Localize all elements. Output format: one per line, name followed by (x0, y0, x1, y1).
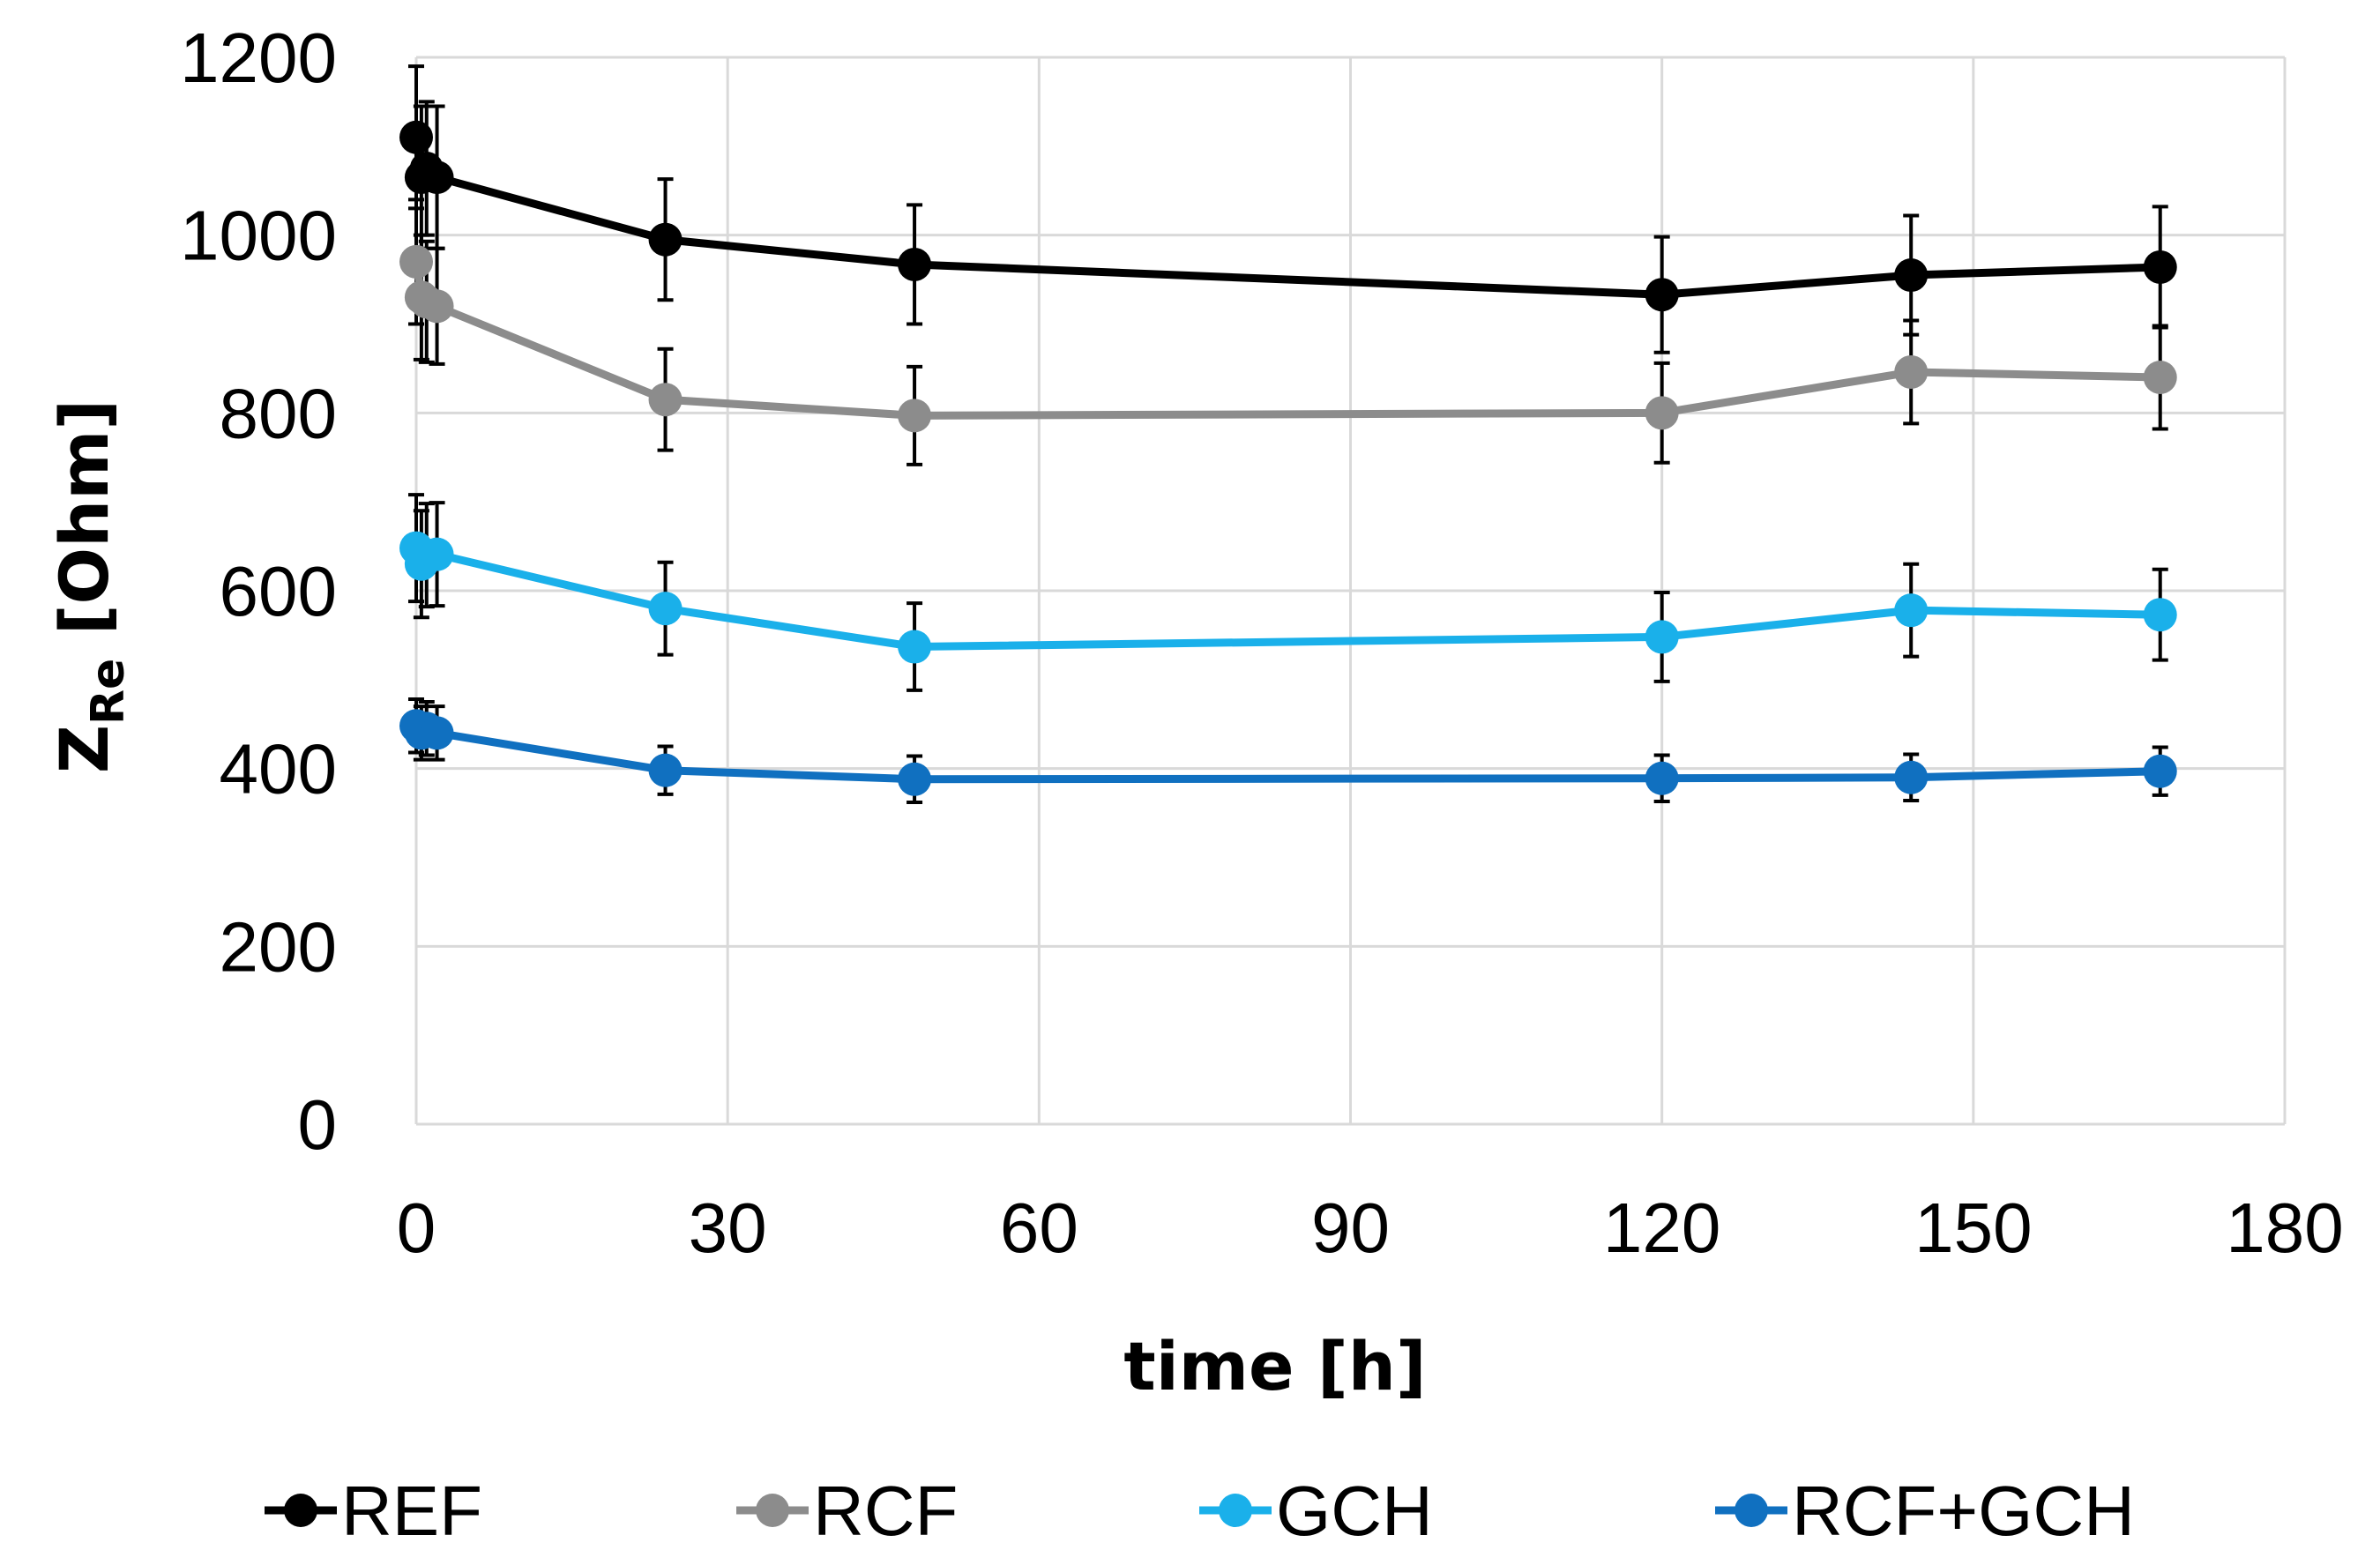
legend-item: RCF+GCH (1715, 1472, 2135, 1550)
legend-label: GCH (1276, 1472, 1433, 1550)
series-rcf-gch (399, 697, 2177, 804)
data-point (1645, 278, 1679, 312)
data-point (420, 160, 454, 195)
data-point (898, 762, 932, 796)
data-point (1894, 354, 1929, 389)
data-point (1645, 396, 1679, 430)
y-tick-label: 0 (298, 1085, 338, 1164)
grid (416, 56, 2287, 1124)
data-point (420, 537, 454, 571)
y-tick-label: 400 (220, 730, 337, 809)
legend-label: RCF (813, 1472, 958, 1550)
data-point (2143, 361, 2177, 394)
data-point (648, 592, 683, 626)
x-tick-label: 90 (1311, 1189, 1390, 1267)
legend-marker (756, 1494, 789, 1527)
x-tick-label: 180 (2226, 1189, 2343, 1267)
x-tick-label: 30 (689, 1189, 767, 1267)
data-point (1645, 761, 1679, 795)
data-point (399, 244, 433, 279)
data-point (2143, 250, 2177, 284)
legend-item: REF (265, 1472, 482, 1550)
legend-label: REF (341, 1472, 482, 1550)
y-tick-label: 600 (220, 552, 337, 630)
data-point (898, 630, 932, 664)
legend-marker (1735, 1494, 1768, 1527)
y-axis-title: ZRe [Ohm] (45, 399, 135, 773)
data-point (1645, 620, 1679, 654)
legend-item: GCH (1199, 1472, 1433, 1550)
data-point (898, 399, 932, 433)
x-tick-label: 120 (1603, 1189, 1720, 1267)
legend-marker (284, 1494, 317, 1527)
y-tick-label: 800 (220, 374, 337, 452)
x-tick-label: 0 (397, 1189, 436, 1267)
y-axis-title-subscript: Re (82, 659, 135, 725)
x-axis-title: time [h] (1123, 1327, 1426, 1405)
series (399, 64, 2177, 804)
data-point (648, 383, 683, 417)
data-point (1894, 258, 1929, 293)
data-point (2143, 754, 2177, 788)
y-tick-label: 200 (220, 907, 337, 986)
series-gch (399, 493, 2177, 692)
x-tick-label: 150 (1914, 1189, 2032, 1267)
series-ref (399, 64, 2177, 354)
data-point (420, 716, 454, 750)
y-axis-title-main: Z (45, 725, 123, 773)
y-tick-label: 1200 (180, 19, 337, 97)
data-point (1894, 760, 1929, 794)
data-point (648, 753, 683, 787)
y-axis-title-unit: [Ohm] (45, 399, 123, 659)
data-point (420, 289, 454, 324)
y-tick-label: 1000 (180, 197, 337, 275)
data-point (1894, 593, 1929, 628)
data-point (2143, 598, 2177, 632)
data-point (898, 247, 932, 281)
x-tick-label: 60 (1000, 1189, 1078, 1267)
series-rcf (399, 197, 2177, 466)
tick-labels: 0 200 400 600 800 1000 1200 0 30 60 90 120 150 180 (180, 19, 2344, 1267)
legend-marker (1219, 1494, 1252, 1527)
data-point (648, 222, 683, 257)
legend-label: RCF+GCH (1792, 1472, 2135, 1550)
legend-item: RCF (736, 1472, 958, 1550)
legend: REF RCF GCH RCF+GCH (265, 1472, 2135, 1550)
data-point (399, 120, 433, 154)
